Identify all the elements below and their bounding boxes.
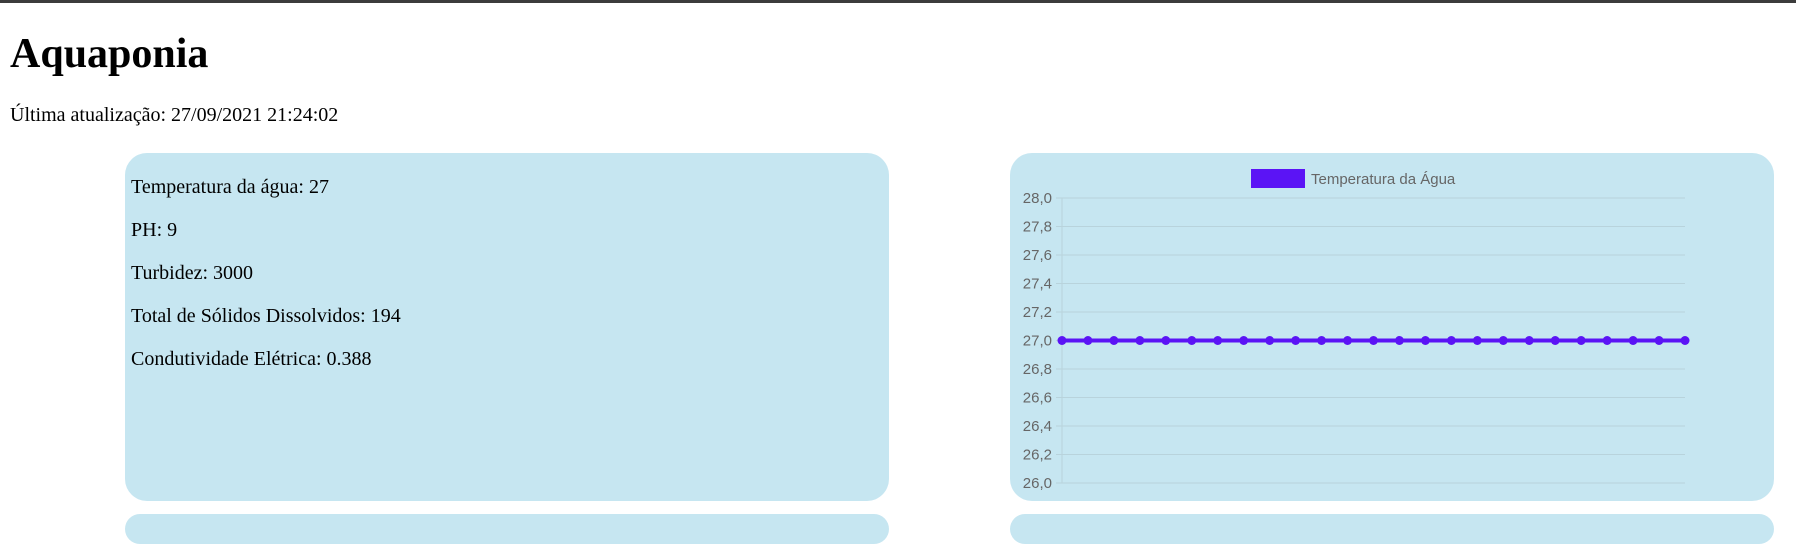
data-point[interactable] <box>1057 336 1067 345</box>
y-tick-label: 27,4 <box>1023 276 1052 293</box>
data-point[interactable] <box>1083 336 1093 345</box>
page-title: Aquaponia <box>10 31 209 77</box>
chart-series <box>1057 336 1690 345</box>
reading-total-dissolved-solids: Total de Sólidos Dissolvidos: 194 <box>131 305 401 327</box>
data-point[interactable] <box>1369 336 1378 345</box>
data-point[interactable] <box>1420 336 1430 345</box>
y-tick-label: 27,8 <box>1023 219 1052 236</box>
data-point[interactable] <box>1654 336 1664 345</box>
data-point[interactable] <box>1187 336 1197 345</box>
data-point[interactable] <box>1524 336 1534 345</box>
y-tick-label: 28,0 <box>1023 190 1052 207</box>
second-row-left-panel <box>125 514 889 544</box>
data-point[interactable] <box>1446 336 1456 345</box>
data-point[interactable] <box>1239 336 1249 345</box>
data-point[interactable] <box>1680 336 1690 345</box>
chart-panel: 28,0 27,8 27,6 27,4 27,2 27,0 26,8 26,6 26,4 26,2… <box>1010 153 1774 501</box>
data-point[interactable] <box>1109 336 1119 345</box>
second-row-right-panel <box>1010 514 1774 544</box>
temperature-chart: 28,0 27,8 27,6 27,4 27,2 27,0 26,8 26,6 26,4 26,2… <box>1023 169 1690 492</box>
data-point[interactable] <box>1472 336 1482 345</box>
y-tick-label: 27,6 <box>1023 247 1052 264</box>
top-border <box>0 0 1796 3</box>
readings-panel: Temperatura da água: 27 PH: 9 Turbidez: … <box>125 153 889 501</box>
y-tick-label: 26,4 <box>1023 418 1052 435</box>
y-tick-label: 26,6 <box>1023 390 1052 407</box>
data-point[interactable] <box>1265 336 1275 345</box>
y-tick-label: 26,0 <box>1023 475 1052 492</box>
data-point[interactable] <box>1394 336 1404 345</box>
data-point[interactable] <box>1213 336 1223 345</box>
data-point[interactable] <box>1628 336 1638 345</box>
data-point[interactable] <box>1550 336 1560 345</box>
data-point[interactable] <box>1576 336 1586 345</box>
y-tick-label: 26,2 <box>1023 447 1052 464</box>
data-point[interactable] <box>1161 336 1171 345</box>
data-point[interactable] <box>1602 336 1612 345</box>
data-point[interactable] <box>1135 336 1145 345</box>
chart-y-axis: 28,0 27,8 27,6 27,4 27,2 27,0 26,8 26,6 26,4 26,2… <box>1023 190 1052 492</box>
data-point[interactable] <box>1498 336 1508 345</box>
y-tick-label: 26,8 <box>1023 361 1052 378</box>
chart-legend[interactable]: Temperatura da Água <box>1251 169 1456 188</box>
legend-label[interactable]: Temperatura da Água <box>1311 171 1456 188</box>
readings-list: Temperatura da água: 27 PH: 9 Turbidez: … <box>131 175 401 390</box>
reading-turbidity: Turbidez: 3000 <box>131 262 254 284</box>
data-point[interactable] <box>1343 336 1353 345</box>
last-update-text: Última atualização: 27/09/2021 21:24:02 <box>10 104 339 126</box>
y-tick-label: 27,0 <box>1023 333 1052 350</box>
data-point[interactable] <box>1291 336 1301 345</box>
data-point[interactable] <box>1317 336 1327 345</box>
reading-water-temperature: Temperatura da água: 27 <box>131 176 329 198</box>
reading-electrical-conductivity: Condutividade Elétrica: 0.388 <box>131 348 372 370</box>
reading-ph: PH: 9 <box>131 219 178 241</box>
legend-swatch[interactable] <box>1251 169 1305 188</box>
y-tick-label: 27,2 <box>1023 304 1052 321</box>
